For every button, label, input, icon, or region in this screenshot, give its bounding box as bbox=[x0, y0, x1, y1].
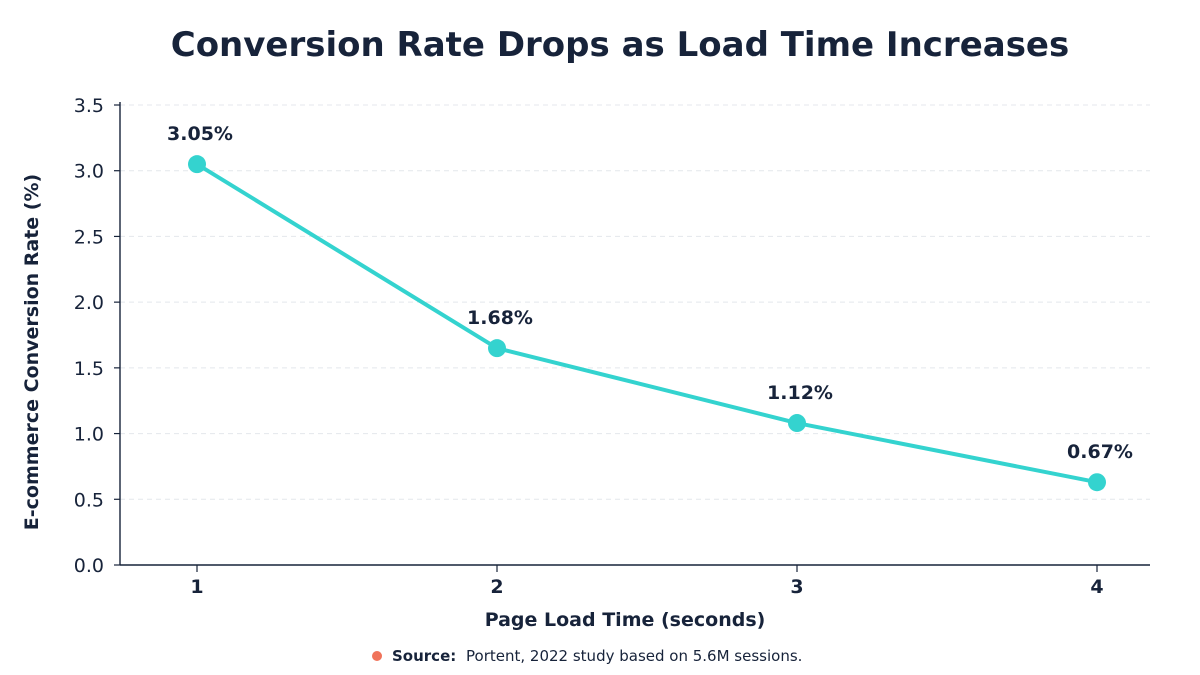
series-line-0 bbox=[195, 162, 1099, 485]
data-point-1 bbox=[488, 339, 506, 358]
series-line bbox=[195, 162, 1099, 485]
y-tick-label-7: 3.5 bbox=[74, 95, 104, 117]
data-point-3 bbox=[1088, 473, 1106, 492]
y-tick-label-1: 0.5 bbox=[74, 489, 104, 511]
y-tick-label-4: 2.0 bbox=[74, 292, 104, 314]
source-marker-icon bbox=[372, 651, 382, 661]
x-tick-label-0: 1 bbox=[190, 576, 203, 598]
data-point-2 bbox=[788, 414, 806, 433]
y-axis-label: E-commerce Conversion Rate (%) bbox=[21, 174, 43, 530]
y-tick-labels: 0.0 0.5 1.0 1.5 2.0 2.5 3.0 3.5 bbox=[74, 95, 104, 577]
source-text-line: Source: Portent, 2022 study based on 5.6… bbox=[392, 647, 802, 665]
x-axis-label: Page Load Time (seconds) bbox=[485, 609, 766, 631]
source-label: Source: bbox=[392, 647, 456, 665]
data-label-2: 1.12% bbox=[767, 382, 833, 404]
data-labels: 3.05% 1.68% 1.12% 0.67% bbox=[167, 123, 1133, 463]
y-tick-label-0: 0.0 bbox=[74, 555, 104, 577]
chart-title: Conversion Rate Drops as Load Time Incre… bbox=[171, 25, 1069, 65]
source-detail: Portent, 2022 study based on 5.6M sessio… bbox=[466, 647, 802, 665]
data-point-0 bbox=[188, 155, 206, 174]
y-tick-label-5: 2.5 bbox=[74, 226, 104, 248]
data-label-3: 0.67% bbox=[1067, 441, 1133, 463]
x-tick-label-1: 2 bbox=[490, 576, 503, 598]
y-tick-label-3: 1.5 bbox=[74, 358, 104, 380]
data-points bbox=[188, 155, 1106, 492]
data-label-1: 1.68% bbox=[467, 307, 533, 329]
y-tick-label-2: 1.0 bbox=[74, 424, 104, 446]
data-label-0: 3.05% bbox=[167, 123, 233, 145]
x-tick-label-2: 3 bbox=[790, 576, 803, 598]
source-note: Source: Portent, 2022 study based on 5.6… bbox=[372, 647, 802, 665]
grid-lines bbox=[120, 104, 1150, 500]
x-tick-labels: 1 2 3 4 bbox=[190, 576, 1103, 598]
x-tick-label-3: 4 bbox=[1090, 576, 1103, 598]
axes bbox=[114, 102, 1150, 572]
y-tick-label-6: 3.0 bbox=[74, 161, 104, 183]
